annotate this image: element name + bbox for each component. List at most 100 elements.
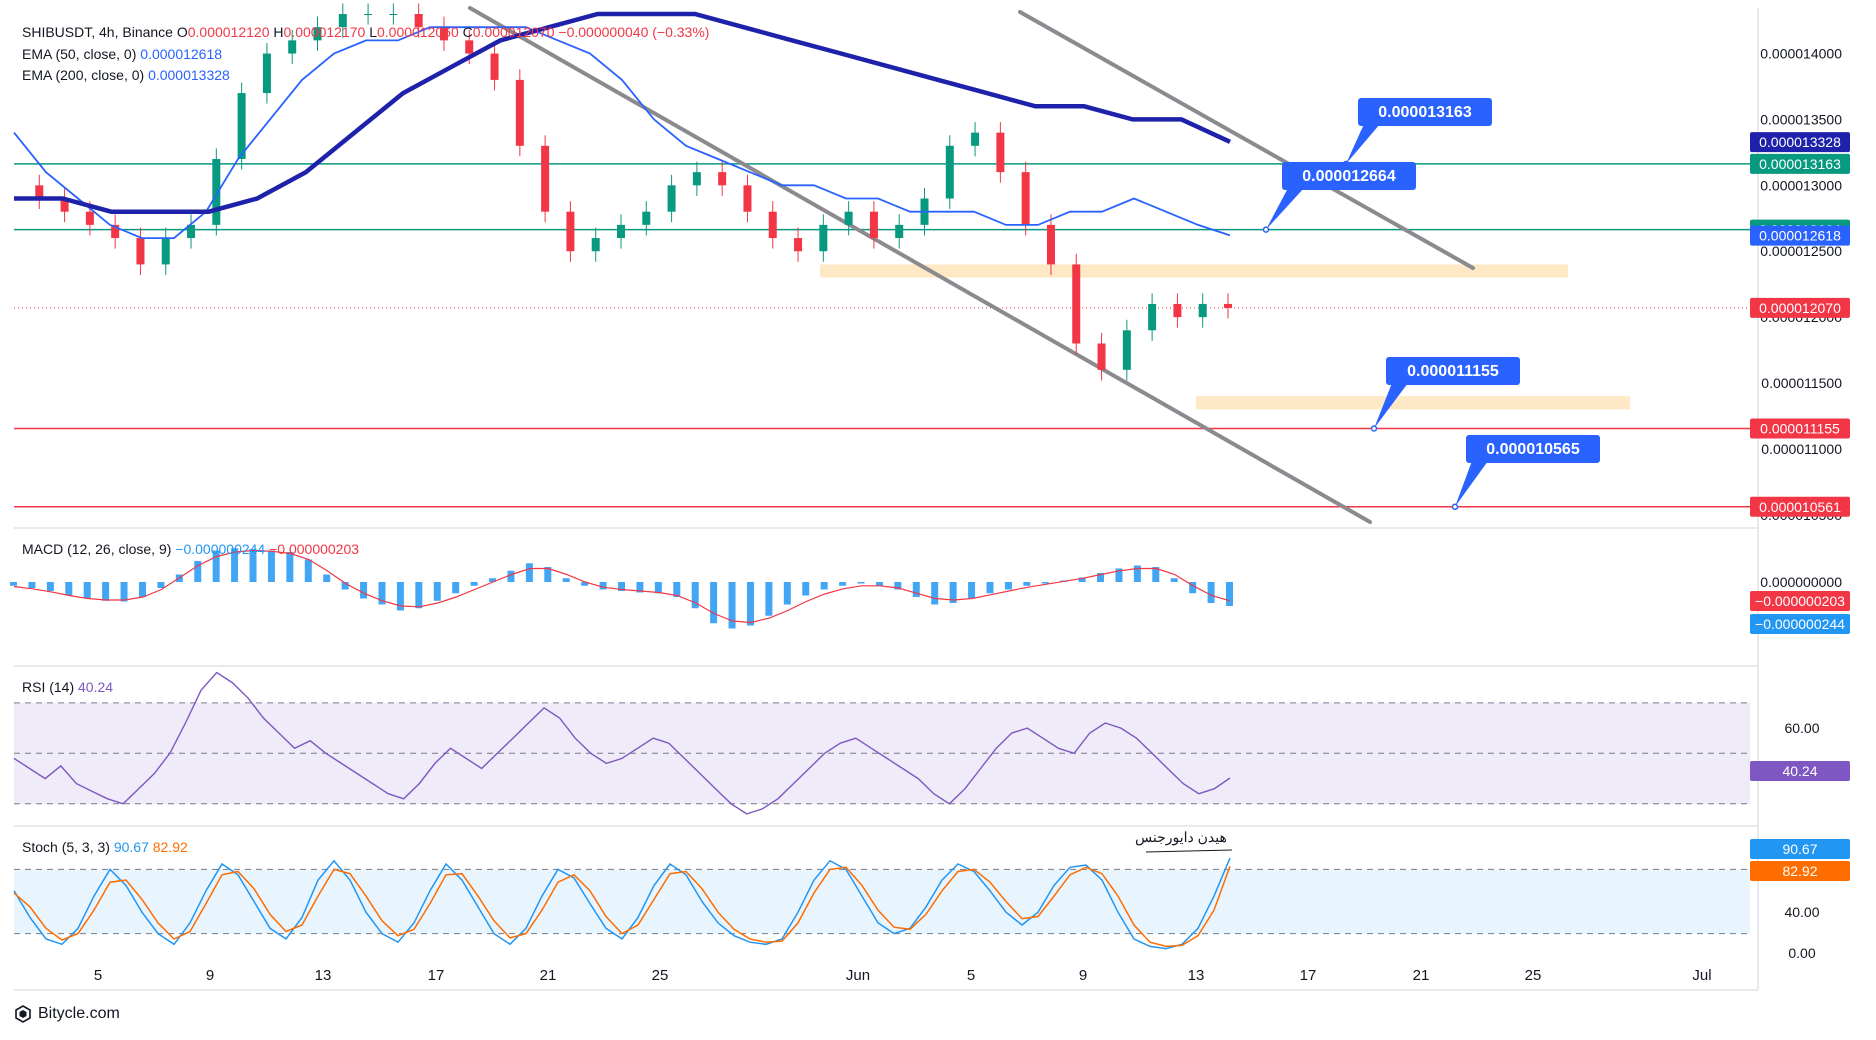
low-label: L (369, 24, 377, 40)
x-tick-label: Jul (1692, 967, 1711, 984)
candle-body (288, 40, 297, 54)
candle-body (35, 185, 44, 199)
callout-pointer (1374, 383, 1408, 429)
callout-box (1386, 357, 1520, 385)
candle-body (161, 238, 170, 265)
ema200-value: 0.000013328 (148, 67, 230, 83)
x-tick-label: 9 (1079, 967, 1087, 984)
callout-anchor (1451, 503, 1459, 511)
open-label: O (176, 24, 188, 40)
macd-histogram-bar (157, 582, 165, 588)
macd-value-1: −0.000000244 (175, 541, 266, 557)
stoch-d-tag: 82.92 (1782, 863, 1817, 879)
macd-histogram-bar (673, 582, 681, 597)
x-tick-label: 9 (206, 967, 214, 984)
stoch-band (14, 869, 1750, 934)
macd-histogram-bar (1133, 565, 1141, 582)
rsi-tag-bg (1750, 761, 1850, 781)
macd-histogram-bar (765, 582, 773, 616)
candle-body (692, 172, 701, 186)
candle-body (1198, 303, 1207, 318)
stoch-k-tag-bg (1750, 839, 1850, 859)
price-tag-bg (1750, 132, 1850, 153)
callout-box (1466, 435, 1600, 463)
macd-histogram-bar (378, 582, 386, 605)
macd-histogram-bar (894, 582, 902, 590)
macd-histogram-bar (875, 582, 883, 586)
ema50-label: EMA (50, close, 0) (22, 46, 137, 62)
macd-histogram-bar (249, 549, 257, 582)
macd-label: MACD (12, 26, close, 9) (22, 541, 172, 557)
y-tick-label: 0.000013000 (1760, 177, 1842, 193)
stoch-k-line (13, 857, 1231, 950)
stoch-tick: 0.00 (1788, 945, 1815, 961)
brand-footer[interactable]: Bitycle.com (14, 1005, 120, 1023)
price-tag-bg (1750, 418, 1850, 439)
macd-histogram-bar (949, 582, 957, 603)
x-tick-label: Jun (846, 967, 870, 984)
macd-histogram-bar (415, 582, 423, 609)
macd-histogram-bar (710, 582, 718, 624)
stoch-tick: 40.00 (1784, 904, 1819, 920)
callout-box (1282, 162, 1416, 190)
macd-zero-tick: 0.000000000 (1760, 574, 1842, 590)
candle-body (237, 93, 246, 159)
callout-pointer (1266, 188, 1304, 230)
candle-body (338, 14, 347, 28)
macd-histogram-bar (138, 582, 146, 597)
candle-body (617, 224, 625, 239)
price-tag-bg (1750, 225, 1850, 246)
macd-tag-bg (1750, 591, 1850, 611)
high-label: H (273, 24, 284, 40)
macd-histogram-bar (212, 550, 220, 582)
x-tick-label: 25 (1525, 967, 1542, 984)
brand-name: Bitycle.com (38, 1005, 120, 1022)
candle-body (389, 14, 398, 15)
change-value: −0.000000040 (−0.33%) (558, 24, 710, 40)
macd-histogram-bar (525, 563, 533, 582)
supply-zone (820, 264, 1568, 278)
divergence-annotation: هیدن دایورجنس (1135, 829, 1227, 846)
macd-histogram-bar (341, 582, 349, 590)
macd-tag: −0.000000203 (1755, 593, 1845, 609)
macd-histogram-bar (1170, 578, 1178, 582)
candle-body (591, 238, 600, 252)
candle-body (212, 158, 221, 225)
callout-label: 0.000010565 (1486, 441, 1580, 458)
rsi-tick: 60.00 (1784, 720, 1819, 736)
macd-histogram-bar (857, 582, 865, 584)
candle-body (743, 185, 752, 212)
x-tick-label: 21 (1413, 967, 1430, 984)
price-tag: 0.000012618 (1759, 228, 1841, 244)
price-tag: 0.000011155 (1760, 420, 1840, 436)
x-tick-label: 17 (1300, 967, 1317, 984)
candle-body (869, 211, 878, 239)
macd-histogram-bar (83, 582, 91, 599)
macd-histogram-bar (65, 582, 73, 596)
rsi-tag: 40.24 (1782, 763, 1817, 779)
macd-histogram-bar (1097, 573, 1105, 582)
macd-histogram-bar (654, 582, 662, 594)
macd-histogram-bar (304, 559, 312, 582)
candle-body (85, 211, 94, 225)
candle-body (1224, 303, 1232, 308)
ema200-label: EMA (200, close, 0) (22, 67, 145, 83)
price-legend: SHIBUSDT, 4h, Binance O0.000012120 H0.00… (22, 23, 709, 41)
close-value: 0.000012070 (472, 24, 555, 40)
macd-histogram-bar (968, 582, 976, 599)
macd-histogram-bar (820, 582, 828, 590)
price-tag: 0.000010561 (1759, 499, 1841, 515)
close-label: C (462, 24, 473, 40)
descending-channel-lower (468, 6, 1372, 524)
candle-body (111, 224, 120, 239)
candle-body (895, 224, 904, 239)
macd-histogram-bar (1004, 582, 1012, 590)
macd-signal-line (13, 549, 1231, 624)
macd-histogram-bar (46, 582, 54, 591)
x-tick-label: 5 (967, 967, 975, 984)
stoch-k-value: 90.67 (113, 839, 149, 855)
rsi-label: RSI (14) (22, 679, 75, 695)
stoch-k-tag: 90.67 (1782, 841, 1817, 857)
price-tag: 0.000012070 (1759, 300, 1841, 316)
